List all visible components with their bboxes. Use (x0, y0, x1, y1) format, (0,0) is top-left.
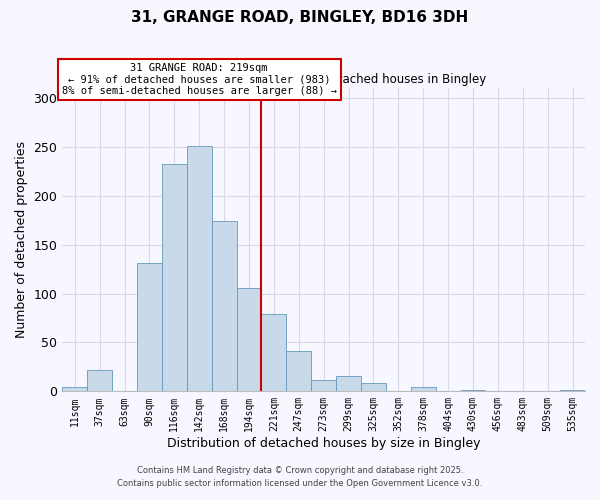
Bar (311, 380, 336, 392)
Bar (87, 370, 112, 392)
Bar (62, 388, 87, 392)
Bar (560, 390, 585, 392)
Title: Size of property relative to detached houses in Bingley: Size of property relative to detached ho… (161, 72, 486, 86)
Text: 31 GRANGE ROAD: 219sqm
← 91% of detached houses are smaller (983)
8% of semi-det: 31 GRANGE ROAD: 219sqm ← 91% of detached… (62, 63, 337, 96)
Text: Contains HM Land Registry data © Crown copyright and database right 2025.
Contai: Contains HM Land Registry data © Crown c… (118, 466, 482, 487)
Bar (236, 288, 262, 392)
Y-axis label: Number of detached properties: Number of detached properties (15, 142, 28, 338)
X-axis label: Distribution of detached houses by size in Bingley: Distribution of detached houses by size … (167, 437, 481, 450)
Bar (336, 376, 361, 392)
Bar (262, 314, 286, 392)
Text: 31, GRANGE ROAD, BINGLEY, BD16 3DH: 31, GRANGE ROAD, BINGLEY, BD16 3DH (131, 10, 469, 25)
Bar (212, 221, 236, 392)
Bar (162, 164, 187, 392)
Bar (461, 390, 485, 392)
Bar (286, 352, 311, 392)
Bar (411, 388, 436, 392)
Bar (361, 382, 386, 392)
Bar (187, 146, 212, 392)
Bar (137, 264, 162, 392)
